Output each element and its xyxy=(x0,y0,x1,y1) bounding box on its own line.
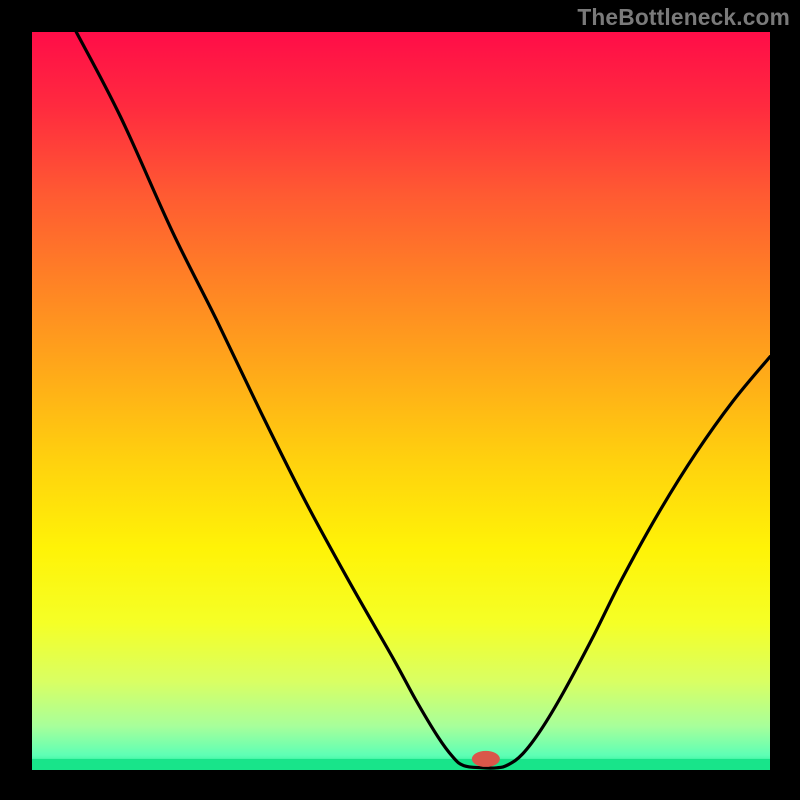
chart-canvas: TheBottleneck.com xyxy=(0,0,800,800)
watermark-text: TheBottleneck.com xyxy=(577,4,790,31)
bottom-green-band xyxy=(32,759,770,770)
gradient-fill xyxy=(32,32,770,770)
optimum-marker xyxy=(472,751,500,767)
bottleneck-chart xyxy=(0,0,800,800)
